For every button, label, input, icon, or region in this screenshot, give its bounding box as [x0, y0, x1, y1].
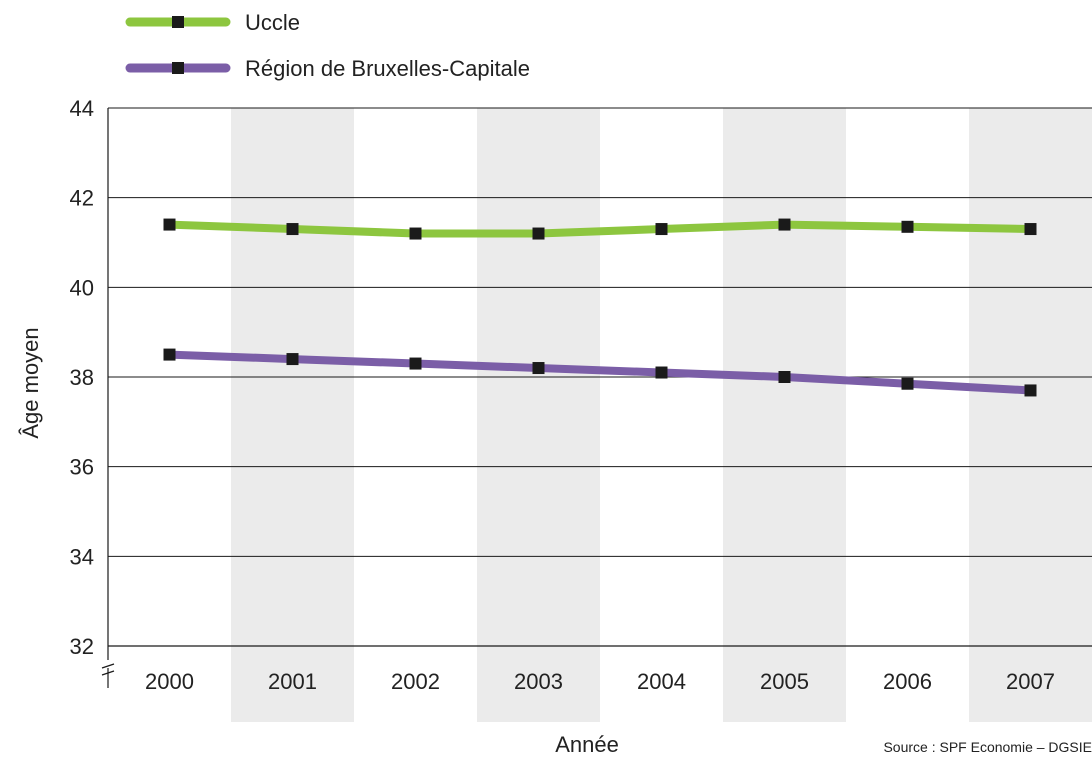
data-point-0-2005 — [778, 218, 791, 231]
series-line-0 — [165, 220, 1035, 238]
year-band-2001 — [231, 108, 354, 722]
data-point-1-2001 — [286, 353, 299, 366]
series-lines — [163, 218, 1037, 397]
x-tick-2005: 2005 — [760, 669, 809, 694]
y-tick-32: 32 — [70, 634, 94, 659]
series-line-1 — [165, 350, 1035, 395]
legend-marker-1 — [172, 62, 184, 74]
data-point-1-2005 — [778, 371, 791, 383]
x-tick-2003: 2003 — [514, 669, 563, 694]
data-point-0-2007 — [1024, 223, 1037, 236]
data-point-1-2007 — [1024, 384, 1037, 397]
legend-marker-0 — [172, 16, 184, 28]
x-tick-2002: 2002 — [391, 669, 440, 694]
x-tick-2001: 2001 — [268, 669, 317, 694]
y-tick-labels: 32 34 36 38 40 42 44 — [70, 96, 94, 659]
data-point-0-2002 — [409, 227, 422, 240]
data-point-0-2006 — [901, 220, 914, 233]
year-band-2007 — [969, 108, 1092, 722]
year-band-2003 — [477, 108, 600, 722]
data-point-1-2000 — [163, 348, 176, 361]
x-tick-2000: 2000 — [145, 669, 194, 694]
x-tick-2006: 2006 — [883, 669, 932, 694]
y-tick-34: 34 — [70, 544, 94, 569]
data-point-1-2003 — [532, 362, 545, 375]
axis-break-mark-top — [101, 663, 115, 669]
source-note: Source : SPF Economie – DGSIE — [883, 739, 1092, 755]
x-tick-2004: 2004 — [637, 669, 686, 694]
alternating-year-bands — [231, 108, 1092, 722]
x-axis-title: Année — [555, 732, 619, 757]
legend-label-1: Région de Bruxelles-Capitale — [245, 56, 530, 81]
data-point-0-2003 — [532, 227, 545, 240]
y-tick-38: 38 — [70, 365, 94, 390]
y-axis — [101, 108, 1092, 688]
year-band-2005 — [723, 108, 846, 722]
y-tick-44: 44 — [70, 96, 94, 121]
x-tick-labels: 2000 2001 2002 2003 2004 2005 2006 2007 — [145, 669, 1055, 694]
data-point-1-2006 — [901, 377, 914, 390]
y-tick-42: 42 — [70, 186, 94, 211]
data-point-0-2004 — [655, 223, 668, 236]
x-tick-2007: 2007 — [1006, 669, 1055, 694]
data-point-1-2004 — [655, 366, 668, 379]
y-tick-36: 36 — [70, 455, 94, 480]
data-point-0-2001 — [286, 223, 299, 236]
data-point-0-2000 — [163, 218, 176, 231]
legend-label-0: Uccle — [245, 10, 300, 35]
gridlines — [108, 107, 1092, 557]
legend: Uccle Région de Bruxelles-Capitale — [125, 10, 530, 81]
y-axis-title: Âge moyen — [18, 327, 43, 438]
data-point-1-2002 — [409, 357, 422, 370]
y-tick-40: 40 — [70, 275, 94, 300]
